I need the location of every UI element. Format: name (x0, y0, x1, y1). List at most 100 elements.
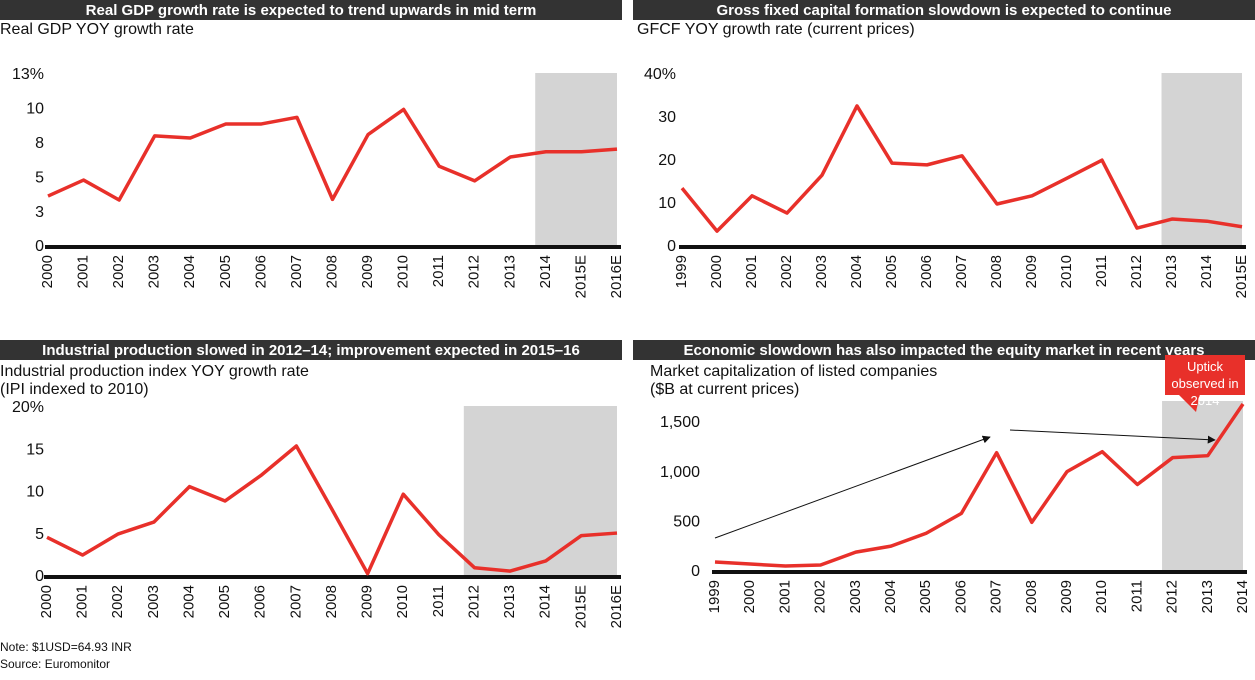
x-tick-label: 2007 (953, 255, 970, 288)
x-tick-label: 2014 (1198, 255, 1215, 288)
x-tick-label: 2005 (883, 255, 900, 288)
x-tick-label: 2004 (181, 255, 198, 288)
forecast-shade (463, 406, 617, 577)
x-tick-label: 2008 (323, 255, 340, 288)
panel-title: Real GDP growth rate is expected to tren… (86, 2, 537, 19)
x-tick-label: 2007 (287, 585, 304, 618)
x-tick-label: 2013 (501, 585, 518, 618)
x-tick-label: 2016E (608, 255, 625, 298)
x-tick-label: 2009 (1023, 255, 1040, 288)
y-tick-label: 1,000 (660, 464, 700, 481)
x-tick-label: 2003 (146, 255, 163, 288)
x-tick-label: 2007 (988, 580, 1005, 613)
x-tick-label: 2005 (217, 255, 234, 288)
subtitle: Market capitalization of listed companie… (650, 363, 937, 380)
data-line (680, 104, 1243, 233)
y-tick-label: 40% (644, 66, 676, 83)
annotation: Uptick observed in 2014 (1165, 355, 1245, 408)
y-tick-label: 20 (658, 152, 676, 169)
y-tick-label: 0 (35, 568, 44, 585)
y-tick-label: 0 (35, 238, 44, 255)
y-tick-label: 15 (26, 441, 44, 458)
panel-header (0, 340, 622, 360)
y-tick-label: 500 (673, 514, 700, 531)
x-tick-label: 2010 (1093, 580, 1110, 613)
x-tick-label: 2013 (1199, 580, 1216, 613)
x-tick-label: 2006 (252, 585, 269, 618)
forecast-shade (1162, 401, 1243, 572)
x-tick-label: 2015E (572, 255, 589, 298)
x-tick-label: 2004 (180, 585, 197, 618)
y-tick-label: 30 (658, 109, 676, 126)
x-tick-label: 2001 (743, 255, 760, 288)
x-tick-label: 2004 (882, 580, 899, 613)
trend-arrow (1009, 429, 1216, 444)
panel-title: Economic slowdown has also impacted the … (684, 342, 1205, 359)
data-line (46, 444, 618, 576)
x-tick-label: 2009 (359, 255, 376, 288)
x-tick-label: 2015E (572, 585, 589, 628)
subtitle: ($B at current prices) (650, 381, 799, 398)
x-tick-label: 2007 (288, 255, 305, 288)
panel-title: Industrial production slowed in 2012–14;… (42, 342, 580, 359)
x-tick-label: 2010 (1058, 255, 1075, 288)
y-tick-label: 0 (667, 238, 676, 255)
subtitle: (IPI indexed to 2010) (0, 381, 149, 398)
y-tick-label: 5 (35, 169, 44, 186)
x-tick-label: 2013 (501, 255, 518, 288)
panel-header (633, 340, 1255, 360)
y-tick-label: 10 (26, 101, 44, 118)
data-line (714, 403, 1245, 568)
y-tick-label: 10 (658, 195, 676, 212)
panel-title: Gross fixed capital formation slowdown i… (716, 2, 1171, 19)
subtitle: Industrial production index YOY growth r… (0, 363, 309, 380)
x-tick-label: 2006 (952, 580, 969, 613)
x-tick-label: 2008 (323, 585, 340, 618)
x-tick-label: 2004 (848, 255, 865, 288)
x-tick-label: 2011 (430, 255, 447, 287)
x-tick-label: 2013 (1163, 255, 1180, 288)
subtitle: GFCF YOY growth rate (current prices) (637, 21, 915, 38)
callout-pointer (1178, 394, 1200, 412)
y-tick-label: 1,500 (660, 414, 700, 431)
x-tick-label: 2003 (813, 255, 830, 288)
y-tick-label: 5 (35, 526, 44, 543)
x-tick-label: 2012 (465, 585, 482, 618)
x-tick-label: 2000 (708, 255, 725, 288)
x-tick-label: 2003 (145, 585, 162, 618)
x-tick-label: 2001 (776, 580, 793, 613)
x-tick-label: 2001 (75, 255, 92, 288)
x-tick-label: 2002 (109, 585, 126, 618)
panel-header (633, 0, 1255, 20)
x-tick-label: 2014 (537, 255, 554, 288)
x-tick-label: 2010 (395, 255, 412, 288)
y-tick-label: 13% (12, 66, 44, 83)
x-tick-label: 2005 (917, 580, 934, 613)
y-tick-label: 0 (691, 563, 700, 580)
x-tick-label: 2009 (1058, 580, 1075, 613)
x-tick-label: 2012 (466, 255, 483, 288)
trend-arrow (714, 435, 991, 539)
x-tick-label: 2008 (988, 255, 1005, 288)
x-tick-label: 2011 (1128, 580, 1145, 612)
x-tick-label: 2005 (216, 585, 233, 618)
x-tick-label: 2003 (847, 580, 864, 613)
x-tick-label: 1999 (673, 255, 690, 288)
source: Source: Euromonitor (0, 657, 110, 671)
note: Note: $1USD=64.93 INR (0, 640, 132, 654)
x-tick-label: 2011 (1093, 255, 1110, 287)
x-tick-label: 2008 (1023, 580, 1040, 613)
x-tick-label: 2006 (252, 255, 269, 288)
x-tick-label: 2011 (430, 585, 447, 617)
x-tick-label: 2001 (74, 585, 91, 618)
x-tick-label: 2002 (812, 580, 829, 613)
y-tick-label: 8 (35, 135, 44, 152)
x-tick-label: 2016E (608, 585, 625, 628)
x-tick-label: 2000 (39, 255, 56, 288)
x-tick-label: 2000 (741, 580, 758, 613)
x-tick-label: 2000 (38, 585, 55, 618)
y-tick-label: 20% (12, 399, 44, 416)
x-tick-label: 2014 (1234, 580, 1251, 613)
